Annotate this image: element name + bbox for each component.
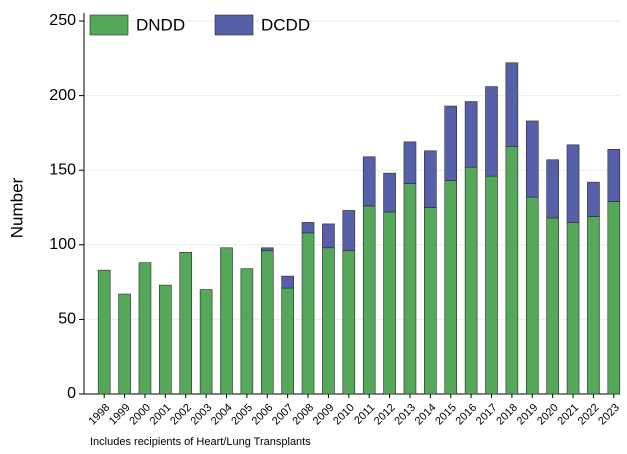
y-tick-label: 200	[49, 87, 76, 104]
x-tick-label: 2021	[555, 402, 581, 428]
bar-segment	[546, 159, 559, 219]
bar-segment	[159, 284, 172, 395]
y-axis-label: Number	[7, 177, 26, 238]
legend-swatch	[89, 14, 129, 36]
x-tick-label: 2015	[433, 402, 459, 428]
x-tick-label: 2009	[311, 402, 337, 428]
bar-segment	[260, 250, 274, 395]
y-tick-label: 150	[49, 161, 76, 178]
bar-segment	[281, 287, 294, 395]
bar-segment	[566, 144, 580, 223]
bar-segment	[464, 101, 478, 168]
bar-segment	[587, 181, 600, 217]
bar-segment	[485, 175, 498, 395]
x-tick-label: 2020	[535, 402, 561, 428]
x-tick-label: 2012	[372, 402, 398, 428]
x-tick-label: 2008	[290, 402, 316, 428]
bar-segment	[301, 222, 315, 234]
legend-label: DCDD	[261, 15, 310, 34]
bar-segment	[383, 211, 396, 395]
x-tick-label: 2003	[188, 402, 214, 428]
bar-segment	[424, 207, 437, 395]
x-tick-label: 2011	[352, 402, 377, 427]
bar-segment	[403, 141, 417, 184]
y-tick-label: 50	[58, 311, 76, 328]
bar-segment	[546, 217, 559, 395]
x-tick-label: 2023	[596, 402, 622, 428]
x-tick-label: 2000	[127, 402, 153, 428]
x-tick-label: 2007	[270, 402, 296, 428]
x-tick-label: 2014	[413, 402, 439, 428]
bar-segment	[362, 205, 376, 395]
x-tick-label: 2017	[474, 402, 500, 428]
bar-segment	[322, 223, 335, 249]
bar-segment	[260, 247, 274, 252]
bar-segment	[485, 86, 498, 177]
x-tick-label: 2002	[168, 402, 194, 428]
x-tick-label: 2018	[494, 402, 520, 428]
bar-segment	[383, 172, 396, 213]
x-tick-label: 1999	[107, 402, 133, 428]
bar-segment	[179, 251, 193, 395]
bar-segment	[607, 201, 621, 395]
bar-segment	[464, 166, 478, 395]
bar-segment	[220, 247, 233, 395]
bar-segment	[587, 216, 600, 395]
bar-segment	[505, 62, 519, 147]
y-tick-label: 0	[67, 385, 76, 402]
bar-segment	[118, 293, 131, 395]
y-tick-label: 100	[49, 236, 76, 253]
x-tick-label: 1998	[87, 402, 113, 428]
bar-segment	[362, 156, 376, 207]
x-tick-label: 2004	[209, 402, 235, 428]
bar-segment	[342, 250, 356, 395]
x-tick-label: 2010	[331, 402, 357, 428]
x-tick-label: 2001	[148, 402, 174, 428]
bar-segment	[444, 105, 458, 181]
bar-segment	[566, 222, 580, 395]
bar-segment	[322, 247, 335, 395]
bar-segment	[607, 149, 621, 202]
bar-segment	[199, 289, 213, 395]
x-tick-label: 2016	[453, 402, 479, 428]
legend-label: DNDD	[136, 15, 185, 34]
bar-segment	[281, 275, 294, 289]
bar-segment	[240, 268, 254, 395]
bar-segment	[525, 120, 539, 198]
bar-segment	[403, 183, 417, 395]
footnote: Includes recipients of Heart/Lung Transp…	[90, 436, 311, 448]
y-tick-label: 250	[49, 12, 76, 29]
bar-segment	[342, 210, 356, 252]
bar-segment	[424, 150, 437, 208]
x-tick-label: 2022	[576, 402, 602, 428]
legend-swatch	[214, 14, 254, 36]
bar-segment	[138, 262, 152, 395]
bar-segment	[301, 232, 315, 395]
bar-segment	[525, 196, 539, 395]
bar-segment	[444, 180, 458, 395]
x-tick-label: 2019	[515, 402, 541, 428]
x-tick-label: 2013	[392, 402, 418, 428]
x-tick-label: 2006	[250, 402, 276, 428]
x-tick-label: 2005	[229, 402, 255, 428]
bar-segment	[505, 146, 519, 395]
bar-segment	[97, 269, 111, 395]
